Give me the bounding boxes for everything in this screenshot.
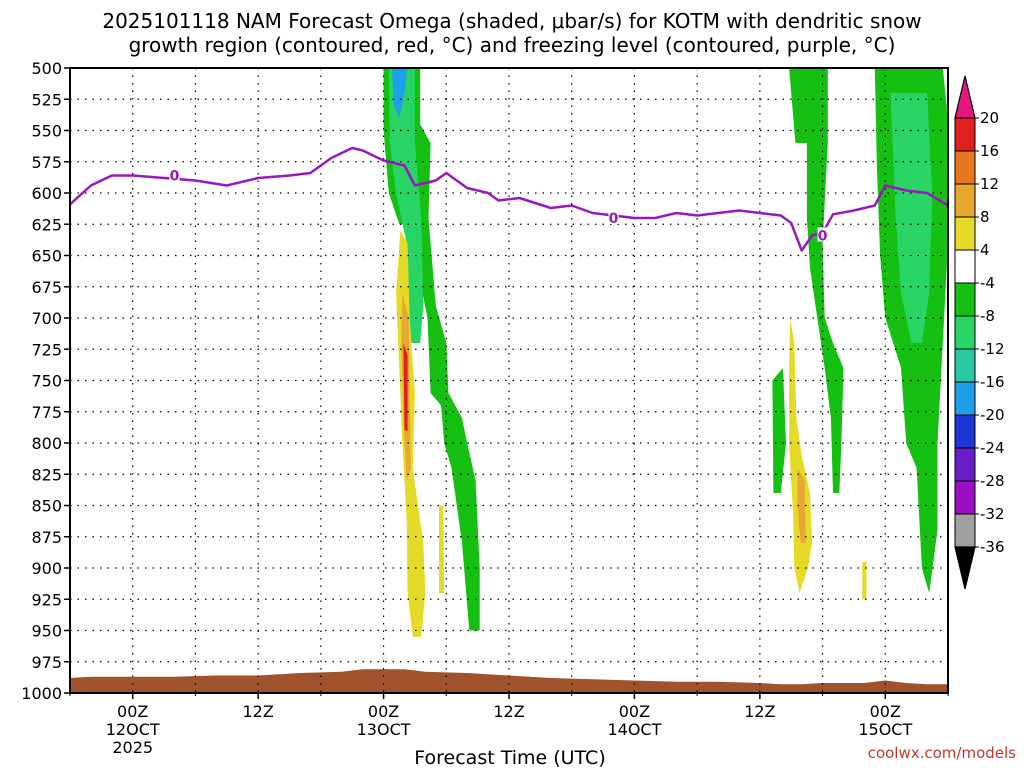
colorbar-segment [954,216,976,251]
x-tick-label: 12Z [744,702,775,721]
x-axis-label: Forecast Time (UTC) [414,747,605,768]
y-tick-label: 825 [31,465,62,484]
x-tick-label: 12Z [242,702,273,721]
colorbar-label: 16 [980,142,999,160]
colorbar-bottom-arrow [954,546,976,590]
colorbar-label: -32 [980,505,1005,523]
colorbar-segment [954,414,976,449]
colorbar-label: 12 [980,175,999,193]
colorbar-segment [954,315,976,350]
y-tick-label: 525 [31,90,62,109]
colorbar-segment [954,381,976,416]
colorbar-segment [954,150,976,185]
colorbar-label: -36 [980,538,1005,556]
downward-motion-max-13oct [403,343,408,431]
freezing-level-label-bg [608,210,619,224]
upward-motion-column-14oct [789,68,844,493]
colorbar-segment [954,447,976,482]
y-tick-label: 925 [31,590,62,609]
plot-area: 0 0 0 [69,67,949,694]
y-tick-label: 850 [31,497,62,516]
downward-motion-14oct [789,318,813,593]
x-tick-label: 00Z [870,702,901,721]
x-tick-label: 00Z [117,702,148,721]
upward-motion-core-13oct [388,68,424,343]
y-tick-label: 675 [31,278,62,297]
y-tick-label: 775 [31,403,62,422]
y-tick-label: 1000 [21,684,62,703]
colorbar-segment [954,480,976,515]
upward-motion-patch-early [772,368,786,493]
downward-motion-tiny-15oct [862,561,867,600]
x-tick-label: 00Z [619,702,650,721]
freezing-level-layer: 0 0 0 [69,146,949,252]
colorbar-top-arrow [954,75,976,119]
freezing-level-label-bg [169,167,180,182]
colorbar-segment [954,183,976,218]
omega-layer [383,68,948,637]
colorbar-label: -24 [980,439,1005,457]
downward-motion-small-13oct [439,505,445,593]
colorbar-label: -20 [980,406,1005,424]
colorbar-segment [954,117,976,152]
x-tick-label: 15OCT [858,720,912,739]
colorbar-segment [954,249,976,284]
colorbar-segment [954,513,976,548]
colorbar-label: -28 [980,472,1005,490]
credit-text: coolwx.com/models [868,744,1016,762]
x-tick-label: 14OCT [607,720,661,739]
colorbar-label: -12 [980,340,1005,358]
y-tick-label: 725 [31,340,62,359]
y-axis: 500 525 550 575 600 625 650 675 700 725 750 775 800 8… [21,59,70,703]
y-tick-label: 975 [31,653,62,672]
freezing-level-label-bg [817,227,828,242]
x-tick-label: 00Z [368,702,399,721]
upward-motion-max-13oct [391,68,408,118]
x-tick-label: 13OCT [357,720,411,739]
colorbar-label: 8 [980,208,990,226]
colorbar-segment [954,282,976,317]
colorbar-label: -8 [980,307,995,325]
chart-title-line2: growth region (contoured, red, °C) and f… [129,33,896,57]
y-tick-label: 800 [31,434,62,453]
y-tick-label: 750 [31,372,62,391]
x-tick-label: 2025 [112,738,153,757]
terrain-layer [70,669,948,693]
y-tick-label: 650 [31,247,62,266]
x-tick-label: 12Z [493,702,524,721]
y-tick-label: 500 [31,59,62,78]
colorbar-label: 20 [980,109,999,127]
freezing-level-label: 0 [170,169,180,185]
upward-motion-core-15oct [890,93,933,343]
colorbar: 20 16 12 8 4 -4 -8 -12 -16 -20 -24 -28 -32 -36 [954,75,1005,590]
colorbar-segment [954,348,976,383]
freezing-level-label: 0 [609,211,619,227]
y-tick-label: 550 [31,122,62,141]
plot-background [70,68,948,693]
y-tick-label: 600 [31,184,62,203]
colorbar-label: -16 [980,373,1005,391]
colorbar-label: 4 [980,241,990,259]
y-tick-label: 950 [31,622,62,641]
chart-title-line1: 2025101118 NAM Forecast Omega (shaded, μ… [102,9,921,33]
downward-motion-core-14oct [797,468,806,543]
freezing-level-line [69,146,949,252]
y-tick-label: 900 [31,559,62,578]
y-tick-label: 700 [31,309,62,328]
y-tick-label: 625 [31,215,62,234]
y-tick-label: 875 [31,528,62,547]
colorbar-label: -4 [980,274,995,292]
terrain-ground [70,669,948,693]
freezing-level-label: 0 [818,229,828,245]
y-tick-label: 575 [31,153,62,172]
x-tick-label: 12OCT [106,720,160,739]
